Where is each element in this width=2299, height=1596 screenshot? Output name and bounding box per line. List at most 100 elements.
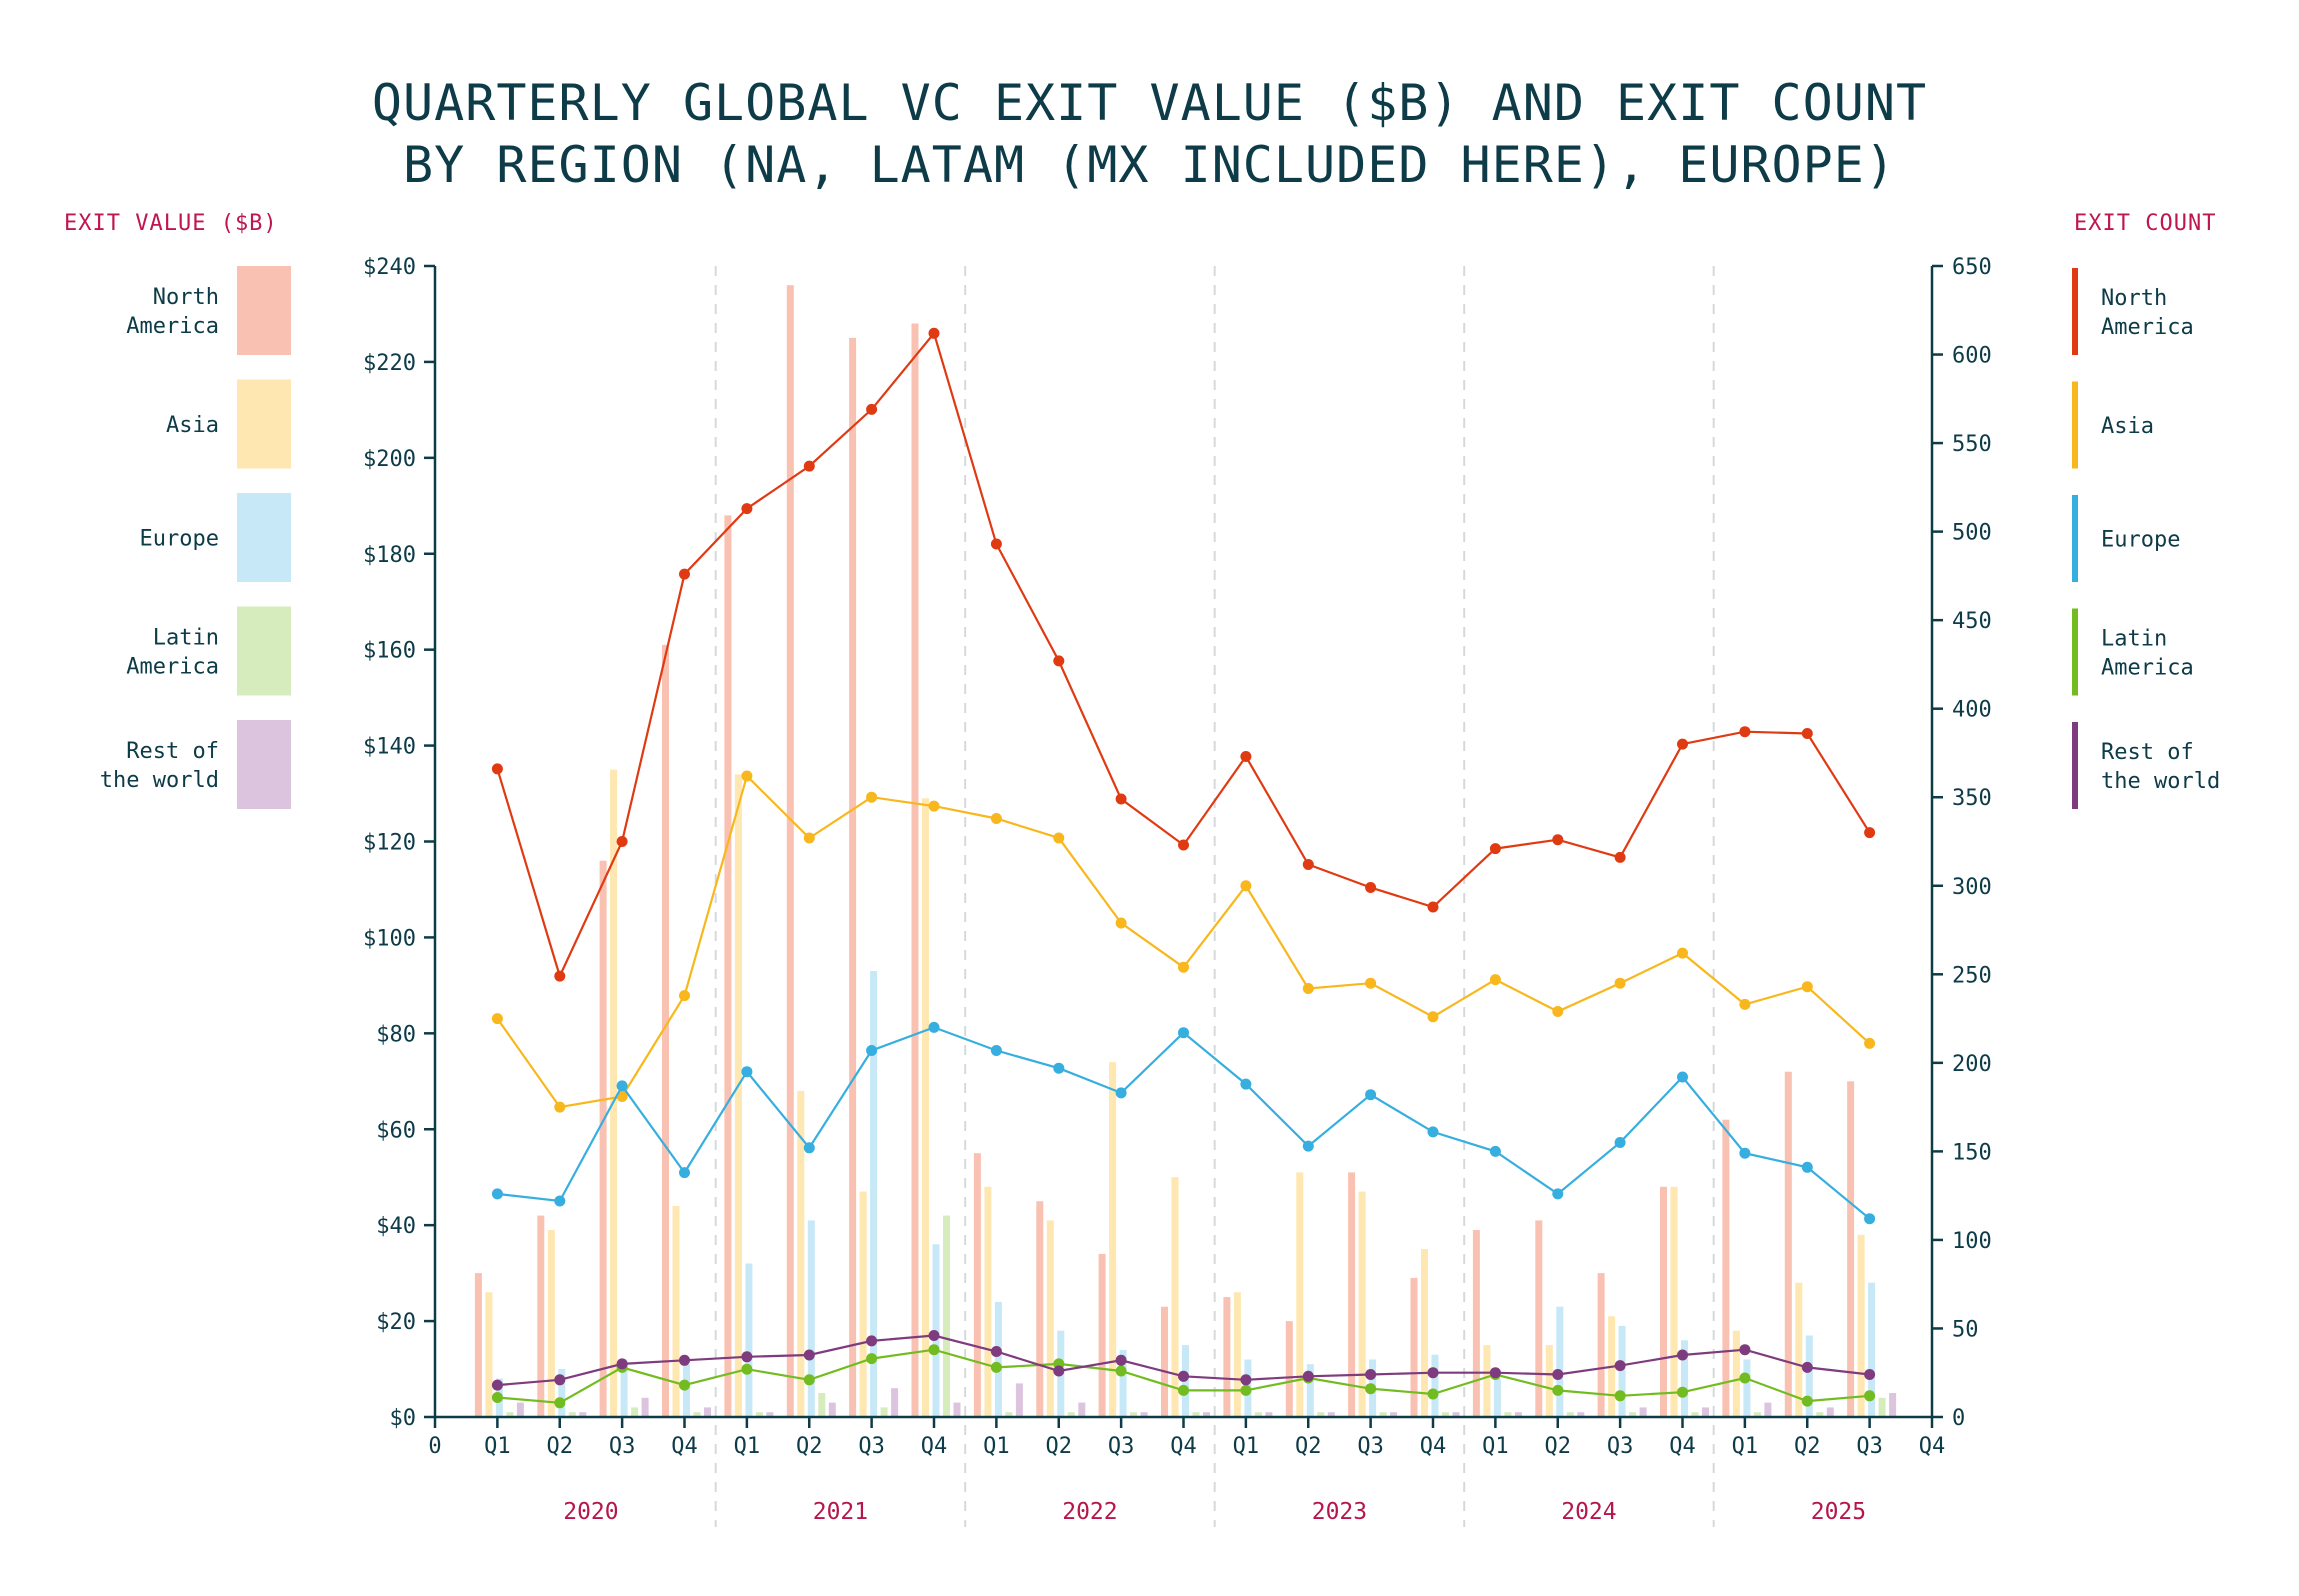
bar-latin-america — [1878, 1397, 1886, 1417]
point-rest-of-the-world — [1240, 1374, 1252, 1386]
point-asia — [1677, 947, 1688, 959]
bar-asia — [1483, 1345, 1491, 1417]
bar-north-america — [1722, 1119, 1730, 1417]
bar-north-america — [1472, 1230, 1480, 1417]
bar-north-america — [1223, 1297, 1231, 1417]
point-europe — [616, 1080, 628, 1092]
point-latin-america — [1614, 1390, 1626, 1402]
point-north-america — [1614, 851, 1626, 863]
point-asia — [1614, 977, 1626, 989]
point-north-america — [1677, 738, 1688, 750]
year-label: 2025 — [1811, 1499, 1866, 1525]
point-europe — [1427, 1126, 1439, 1138]
x-tick-label: Q4 — [1669, 1434, 1696, 1459]
year-label: 2021 — [813, 1499, 868, 1525]
legend-label: Asia — [2101, 414, 2154, 439]
bar-asia — [1732, 1330, 1740, 1417]
bar-asia — [734, 774, 742, 1417]
line-asia — [496, 773, 1871, 1109]
x-tick-label: Q3 — [1607, 1434, 1634, 1459]
right-tick-label: 50 — [1952, 1317, 1979, 1342]
bar-latin-america — [1753, 1412, 1761, 1417]
legend-swatch-line — [2072, 608, 2078, 696]
bar-latin-america — [631, 1407, 639, 1417]
point-europe — [1302, 1140, 1314, 1152]
point-europe — [1489, 1145, 1501, 1157]
bar-north-america — [1597, 1273, 1605, 1417]
point-asia — [1801, 981, 1813, 993]
bar-asia — [922, 798, 929, 1417]
point-north-america — [741, 503, 753, 515]
x-tick-label: Q1 — [734, 1434, 761, 1459]
bar-rest-of-the-world — [641, 1397, 649, 1417]
legend-swatch-bar — [237, 720, 291, 809]
point-rest-of-the-world — [741, 1351, 753, 1363]
x-tick-label: Q3 — [1856, 1434, 1883, 1459]
bar-rest-of-the-world — [1452, 1412, 1460, 1417]
point-europe — [679, 1167, 690, 1179]
bar-europe — [745, 1263, 753, 1417]
point-latin-america — [866, 1353, 878, 1365]
chart-title-line-2: BY REGION (NA, LATAM (MX INCLUDED HERE),… — [403, 136, 1896, 194]
bar-latin-america — [1691, 1412, 1699, 1417]
year-label: 2023 — [1312, 1499, 1367, 1525]
point-latin-america — [1115, 1365, 1127, 1377]
legend-swatch-bar — [237, 379, 291, 469]
x-tick-label: 0 — [428, 1434, 441, 1459]
x-tick-label: Q2 — [547, 1434, 574, 1459]
left-tick-label: $220 — [363, 351, 416, 376]
point-rest-of-the-world — [1053, 1365, 1065, 1377]
point-latin-america — [491, 1392, 503, 1403]
point-europe — [1115, 1087, 1127, 1099]
point-rest-of-the-world — [1739, 1344, 1751, 1356]
chart-title: QUARTERLY GLOBAL VC EXIT VALUE ($B) AND … — [0, 72, 2299, 196]
point-asia — [1427, 1011, 1439, 1023]
right-tick-label: 100 — [1952, 1229, 1992, 1254]
point-rest-of-the-world — [1614, 1360, 1626, 1372]
point-latin-america — [1739, 1372, 1751, 1384]
bar-asia — [859, 1191, 867, 1417]
bar-europe — [1306, 1364, 1314, 1417]
legend-label: North — [2101, 286, 2167, 311]
bar-latin-america — [1566, 1412, 1574, 1417]
bar-rest-of-the-world — [1265, 1412, 1273, 1417]
point-asia — [491, 1013, 503, 1025]
legend-swatch-line — [2072, 495, 2078, 582]
point-north-america — [1489, 843, 1501, 855]
point-latin-america — [741, 1363, 753, 1375]
bar-north-america — [599, 860, 607, 1417]
left-tick-label: $80 — [376, 1022, 416, 1047]
legend-swatch-bar — [237, 493, 291, 582]
x-tick-label: Q2 — [1545, 1434, 1572, 1459]
point-asia — [803, 832, 815, 844]
bar-europe — [683, 1364, 690, 1417]
bar-north-america — [1161, 1306, 1168, 1417]
point-rest-of-the-world — [1178, 1370, 1189, 1382]
bar-rest-of-the-world — [579, 1412, 587, 1417]
bar-europe — [1868, 1282, 1876, 1417]
point-latin-america — [803, 1374, 815, 1386]
point-europe — [990, 1045, 1002, 1056]
bar-latin-america — [880, 1407, 888, 1417]
right-tick-label: 550 — [1952, 432, 1992, 457]
bar-latin-america — [1067, 1412, 1075, 1417]
bar-latin-america — [693, 1412, 701, 1417]
bar-latin-america — [755, 1412, 763, 1417]
legend-swatch-bar — [237, 606, 291, 696]
x-tick-label: Q1 — [983, 1434, 1010, 1459]
point-latin-america — [1178, 1384, 1189, 1396]
point-north-america — [1178, 839, 1189, 851]
point-rest-of-the-world — [1801, 1361, 1813, 1373]
point-north-america — [1115, 793, 1127, 805]
bar-rest-of-the-world — [1889, 1393, 1897, 1417]
point-asia — [741, 770, 753, 782]
bar-asia — [984, 1186, 992, 1417]
point-rest-of-the-world — [928, 1330, 940, 1341]
bar-asia — [797, 1090, 805, 1417]
left-tick-label: $240 — [363, 255, 416, 280]
point-rest-of-the-world — [1677, 1349, 1688, 1361]
point-asia — [1115, 917, 1127, 929]
bar-latin-america — [1379, 1412, 1387, 1417]
point-north-america — [679, 568, 690, 580]
x-tick-label: Q2 — [1046, 1434, 1073, 1459]
